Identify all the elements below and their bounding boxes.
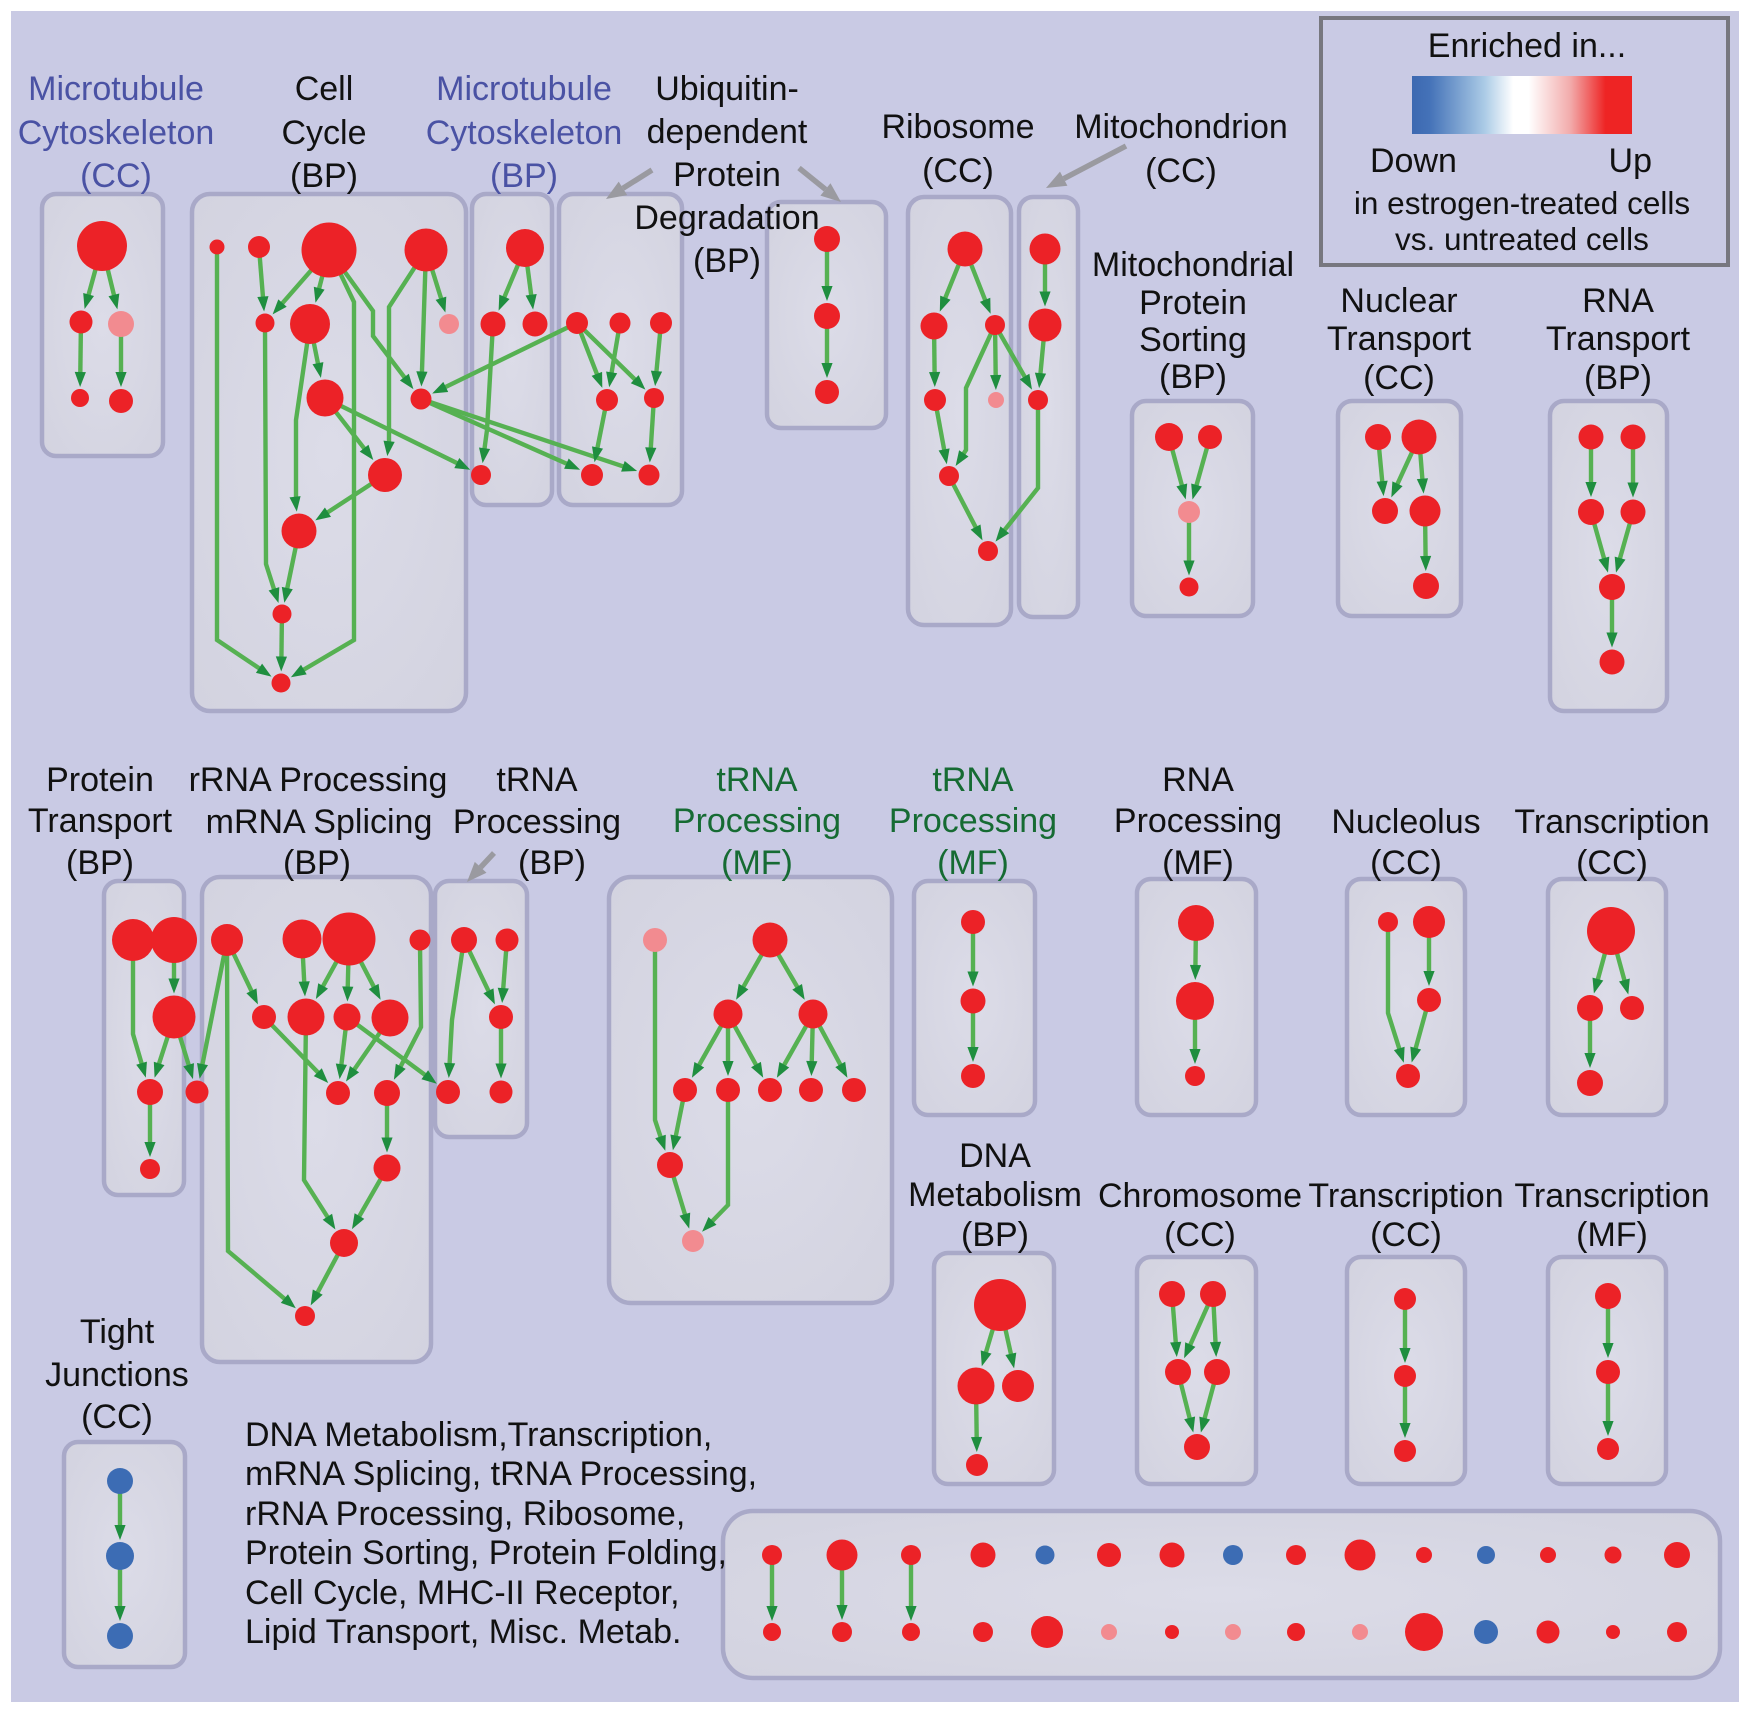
svg-text:Up: Up (1609, 142, 1652, 180)
svg-text:vs. untreated cells: vs. untreated cells (1395, 221, 1649, 257)
svg-text:(BP): (BP) (490, 157, 558, 195)
svg-text:(MF): (MF) (937, 844, 1009, 882)
svg-text:Cycle: Cycle (281, 114, 366, 152)
svg-text:(MF): (MF) (721, 844, 793, 882)
svg-text:(BP): (BP) (518, 844, 586, 882)
svg-text:(CC): (CC) (922, 152, 994, 190)
svg-text:Ubiquitin-: Ubiquitin- (655, 70, 799, 108)
svg-text:(BP): (BP) (1584, 359, 1652, 397)
svg-text:Nuclear: Nuclear (1340, 282, 1457, 320)
svg-text:tRNA: tRNA (496, 761, 578, 799)
svg-text:(CC): (CC) (81, 1398, 153, 1436)
svg-text:Protein: Protein (673, 156, 781, 194)
svg-text:RNA: RNA (1162, 761, 1234, 799)
svg-text:tRNA: tRNA (716, 761, 798, 799)
svg-text:(CC): (CC) (1370, 844, 1442, 882)
svg-text:Processing: Processing (889, 802, 1057, 840)
svg-text:(CC): (CC) (1164, 1216, 1236, 1254)
svg-text:Transcription: Transcription (1514, 1177, 1709, 1215)
svg-text:Protein Sorting, Protein Foldi: Protein Sorting, Protein Folding, (245, 1534, 727, 1572)
svg-text:Sorting: Sorting (1139, 321, 1247, 359)
svg-text:Tight: Tight (80, 1313, 155, 1351)
svg-text:mRNA Splicing, tRNA Processing: mRNA Splicing, tRNA Processing, (245, 1455, 757, 1493)
svg-text:(CC): (CC) (1576, 844, 1648, 882)
svg-text:DNA: DNA (959, 1137, 1031, 1175)
svg-text:(BP): (BP) (283, 844, 351, 882)
svg-text:Down: Down (1370, 142, 1457, 180)
svg-text:Microtubule: Microtubule (28, 70, 204, 108)
svg-text:Cell Cycle, MHC-II Receptor,: Cell Cycle, MHC-II Receptor, (245, 1574, 680, 1612)
svg-text:(MF): (MF) (1576, 1216, 1648, 1254)
svg-text:Transport: Transport (1546, 320, 1691, 358)
svg-text:mRNA Splicing: mRNA Splicing (206, 803, 433, 841)
svg-text:Microtubule: Microtubule (436, 70, 612, 108)
svg-text:(CC): (CC) (1370, 1216, 1442, 1254)
svg-text:Transport: Transport (1327, 320, 1472, 358)
svg-text:Cytoskeleton: Cytoskeleton (426, 114, 623, 152)
svg-text:Enriched in...: Enriched in... (1428, 27, 1626, 65)
svg-text:Cell: Cell (295, 70, 354, 108)
svg-text:(CC): (CC) (80, 157, 152, 195)
svg-text:tRNA: tRNA (932, 761, 1014, 799)
svg-text:Mitochondrion: Mitochondrion (1074, 108, 1288, 146)
svg-text:Processing: Processing (673, 802, 841, 840)
svg-text:Metabolism: Metabolism (908, 1176, 1082, 1214)
svg-text:dependent: dependent (647, 113, 808, 151)
svg-text:Processing: Processing (1114, 802, 1282, 840)
svg-text:Degradation: Degradation (634, 199, 819, 237)
svg-text:(CC): (CC) (1363, 359, 1435, 397)
svg-text:(CC): (CC) (1145, 152, 1217, 190)
svg-text:in estrogen-treated cells: in estrogen-treated cells (1354, 185, 1690, 221)
svg-text:DNA Metabolism,Transcription,: DNA Metabolism,Transcription, (245, 1416, 712, 1454)
svg-text:Nucleolus: Nucleolus (1331, 803, 1480, 841)
svg-text:Transcription: Transcription (1308, 1177, 1503, 1215)
svg-text:Protein: Protein (46, 761, 154, 799)
svg-text:(BP): (BP) (290, 157, 358, 195)
svg-text:Mitochondrial: Mitochondrial (1092, 246, 1294, 284)
svg-text:Transcription: Transcription (1514, 803, 1709, 841)
svg-text:Junctions: Junctions (45, 1356, 189, 1394)
svg-text:Transport: Transport (28, 802, 173, 840)
svg-text:Lipid Transport, Misc. Metab.: Lipid Transport, Misc. Metab. (245, 1613, 682, 1651)
svg-text:rRNA Processing, Ribosome,: rRNA Processing, Ribosome, (245, 1495, 685, 1533)
svg-text:Chromosome: Chromosome (1098, 1177, 1302, 1215)
svg-text:rRNA Processing: rRNA Processing (189, 761, 448, 799)
svg-text:(MF): (MF) (1162, 844, 1234, 882)
svg-text:(BP): (BP) (961, 1216, 1029, 1254)
svg-text:Cytoskeleton: Cytoskeleton (18, 114, 215, 152)
svg-text:(BP): (BP) (1159, 358, 1227, 396)
svg-text:Processing: Processing (453, 803, 621, 841)
svg-text:(BP): (BP) (66, 844, 134, 882)
svg-text:(BP): (BP) (693, 242, 761, 280)
svg-text:Ribosome: Ribosome (881, 108, 1034, 146)
svg-text:Protein: Protein (1139, 284, 1247, 322)
svg-text:RNA: RNA (1582, 282, 1654, 320)
